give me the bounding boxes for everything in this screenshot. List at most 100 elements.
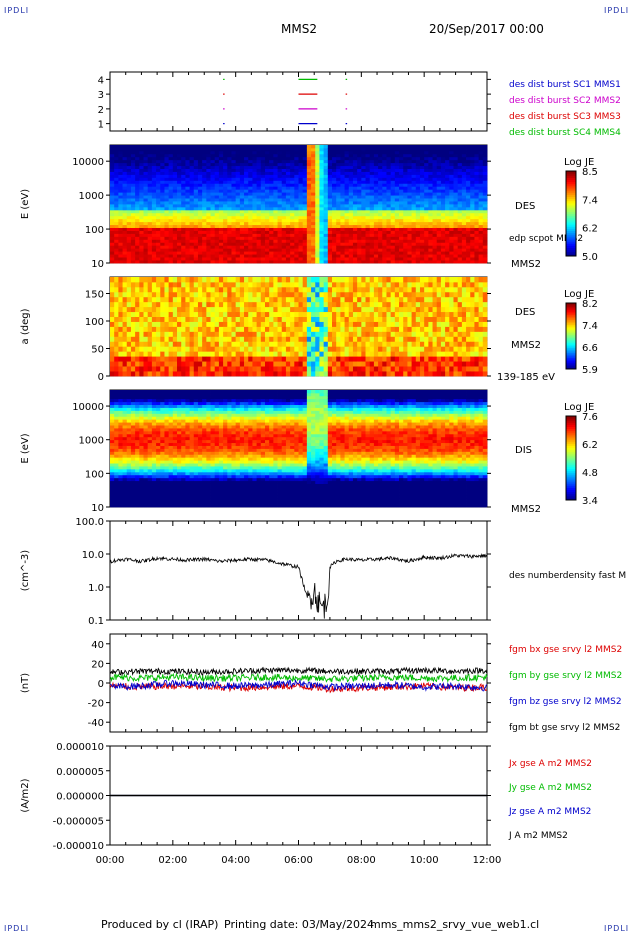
des-pa-colorbar-swatch [566,331,576,334]
current-y-tick-label: 0.000010 [56,742,104,753]
burst-y-tick-label: 2 [98,105,104,116]
des-energy-colorbar-swatch [566,202,576,206]
des-pa-colorbar-swatch [566,303,576,306]
dis-energy-colorbar-swatch [566,426,576,430]
des-pa-colorbar-swatch [566,349,576,352]
des-energy-colorbar-swatch [566,234,576,238]
x-tick-label: 00:00 [96,855,125,866]
des-energy-colorbar-tick-label: 7.4 [582,195,598,206]
des-pa-colorbar-swatch [566,354,576,357]
des-pa-colorbar-swatch [566,364,576,367]
current-legend-entry: Jx gse A m2 MMS2 [508,759,592,769]
des-energy-colorbar-swatch [566,211,576,215]
density-y-tick-label: 10.0 [82,550,104,561]
dis-energy-colorbar-swatch [566,472,576,476]
density-trace [109,553,488,619]
des-pa-colorbar-swatch [566,344,576,347]
dis-energy-colorbar-swatch [566,447,576,451]
des-energy-colorbar-swatch [566,243,576,246]
des-pa-colorbar-swatch [566,322,576,325]
des-pa-colorbar-swatch [566,314,576,317]
dis-energy-colorbar-swatch [566,481,576,484]
des-pa-colorbar-swatch [566,312,576,316]
des-energy-colorbar-swatch [566,209,576,212]
dis-energy-colorbar-swatch [566,468,576,472]
dis-energy-colorbar-swatch [566,464,576,467]
dis-energy-colorbar-swatch [566,474,576,478]
dis-energy-colorbar-swatch [566,479,576,482]
des-energy-spectrogram-cells [110,145,488,264]
bfield-y-tick-label: -20 [88,699,104,710]
dis-energy-colorbar-swatch [566,493,576,497]
des-pa-colorbar-swatch [566,336,576,339]
dis-energy-colorbar-swatch [566,476,576,480]
des-pa-colorbar-swatch [566,360,576,363]
x-tick-label: 10:00 [410,855,439,866]
des-energy-colorbar-swatch [566,188,576,191]
des-energy-colorbar-tick-label: 5.0 [582,252,598,263]
dis-energy-label: DIS [515,445,532,456]
bfield-series-2 [109,678,488,692]
dis-energy-colorbar-swatch [566,470,576,474]
dis-energy-colorbar-swatch [566,489,576,493]
des-energy-colorbar-swatch [566,219,576,223]
density-y-tick-label: 0.1 [88,616,104,627]
dis-energy-colorbar-swatch [566,466,576,469]
dis-energy-colorbar-swatch [566,449,576,453]
dis-energy-colorbar-swatch [566,439,576,442]
des-energy-colorbar-tick-label: 6.2 [582,224,598,235]
dis-energy-colorbar-swatch [566,460,576,463]
burst-legend-entry: des dist burst SC3 MMS3 [509,112,621,122]
density-y-tick-label: 1.0 [88,583,104,594]
x-tick-label: 08:00 [347,855,376,866]
des-energy-colorbar-swatch [566,198,576,202]
des-pa-colorbar-swatch [566,321,576,324]
des-pa-colorbar-swatch [566,319,576,322]
des-energy-colorbar-swatch [566,215,576,219]
des-energy-colorbar-swatch [566,185,576,189]
des-energy-colorbar-swatch [566,251,576,255]
des-pa-colorbar-swatch [566,342,576,345]
des-pa-sc-label: MMS2 [511,340,541,351]
des-pa-colorbar-swatch [566,317,576,320]
density-legend-entry: des numberdensity fast M [509,571,626,581]
x-tick-label: 02:00 [158,855,187,866]
des-energy-colorbar-swatch [566,173,576,176]
bfield-series-0 [109,681,488,694]
des-pa-y-tick-label: 150 [85,290,104,301]
des-pa-colorbar-swatch [566,311,576,314]
des-energy-colorbar-swatch [566,239,576,242]
des-pa-y-tick-label: 100 [85,317,104,328]
des-energy-colorbar-swatch [566,181,576,185]
dis-energy-colorbar-swatch [566,487,576,490]
des-energy-colorbar-swatch [566,217,576,221]
dis-energy-colorbar-swatch [566,451,576,455]
bfield-legend-entry: fgm by gse srvy l2 MMS2 [509,671,622,681]
burst-y-tick-label: 4 [98,75,104,86]
des-pa-colorbar-swatch [566,359,576,362]
des-energy-colorbar-tick-label: 8.5 [582,167,598,178]
dis-energy-colorbar-tick-label: 4.8 [582,468,598,479]
density-y-axis-label: (cm^-3) [20,550,31,591]
des-energy-colorbar-frame [565,170,577,257]
dis-energy-colorbar-swatch [566,422,576,425]
des-energy-colorbar-swatch [566,253,576,257]
x-tick-label: 12:00 [473,855,502,866]
bfield-legend-entry: fgm bt gse srvy l2 MMS2 [509,723,620,733]
des-energy-colorbar-swatch [566,192,576,195]
dis-energy-sc-label: MMS2 [511,504,541,515]
burst-y-tick-label: 3 [98,90,104,101]
des-energy-label: DES [515,201,535,212]
des-energy-colorbar-swatch [566,207,576,210]
corner-label-top-left: IPDLI [4,6,30,15]
current-legend-entry: Jz gse A m2 MMS2 [508,807,591,817]
des-pa-colorbar-swatch [566,304,576,307]
des-pa-y-axis-label: a (deg) [20,308,31,344]
des-energy-colorbar-swatch [566,247,576,251]
des-pa-colorbar-swatch [566,355,576,358]
des-pa-y-tick-label: 50 [91,345,104,356]
des-pa-y-tick-label: 0 [98,372,104,383]
burst-legend-entry: des dist burst SC4 MMS4 [509,128,621,138]
dis-energy-colorbar-title: Log JE [564,402,594,413]
current-y-axis-label: (A/m2) [20,778,31,812]
